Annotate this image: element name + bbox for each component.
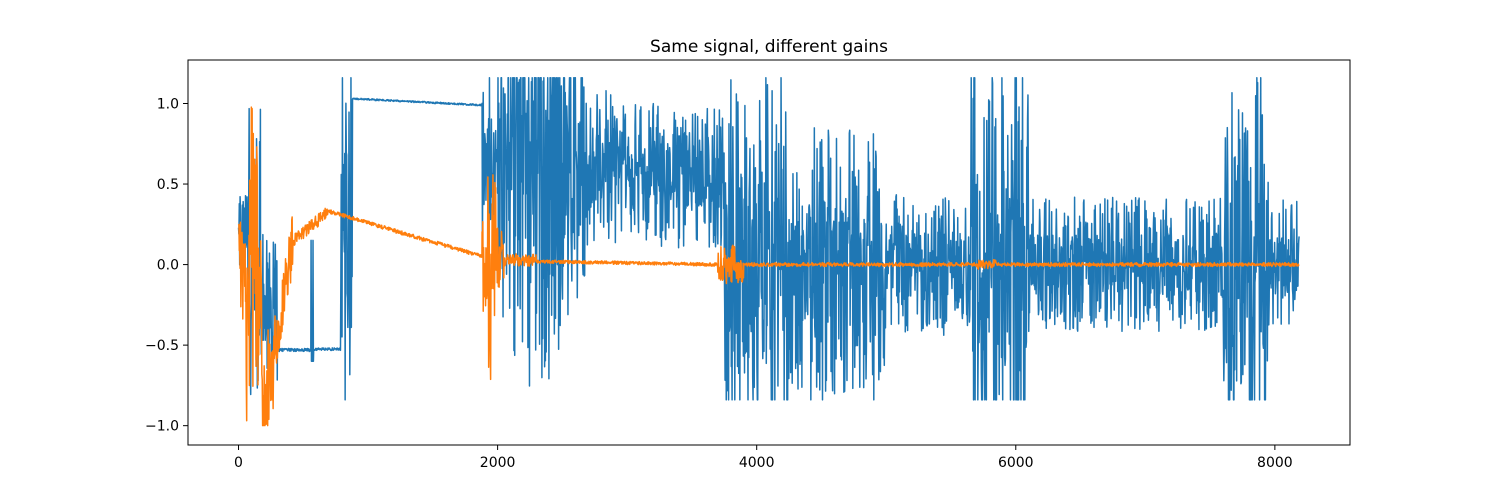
chart-title: Same signal, different gains bbox=[650, 37, 888, 57]
y-tick-label: 0.0 bbox=[157, 258, 179, 274]
x-tick-label: 2000 bbox=[480, 455, 516, 471]
x-tick-label: 4000 bbox=[739, 455, 775, 471]
y-tick-label: 0.5 bbox=[157, 177, 179, 193]
y-tick-label: −1.0 bbox=[145, 419, 179, 435]
x-axis: 0 2000 4000 6000 8000 bbox=[234, 445, 1293, 471]
x-tick-label: 8000 bbox=[1257, 455, 1293, 471]
series-line-1 bbox=[237, 76, 1300, 401]
x-tick-label: 0 bbox=[234, 455, 243, 471]
y-tick-label: 1.0 bbox=[157, 96, 179, 112]
y-tick-label: −0.5 bbox=[145, 338, 179, 354]
plot-frame bbox=[187, 59, 1351, 446]
x-tick-label: 6000 bbox=[998, 455, 1034, 471]
series-line-2 bbox=[237, 106, 1300, 427]
y-axis: −1.0 −0.5 0.0 0.5 1.0 bbox=[145, 96, 188, 435]
plot-layer bbox=[237, 76, 1300, 427]
